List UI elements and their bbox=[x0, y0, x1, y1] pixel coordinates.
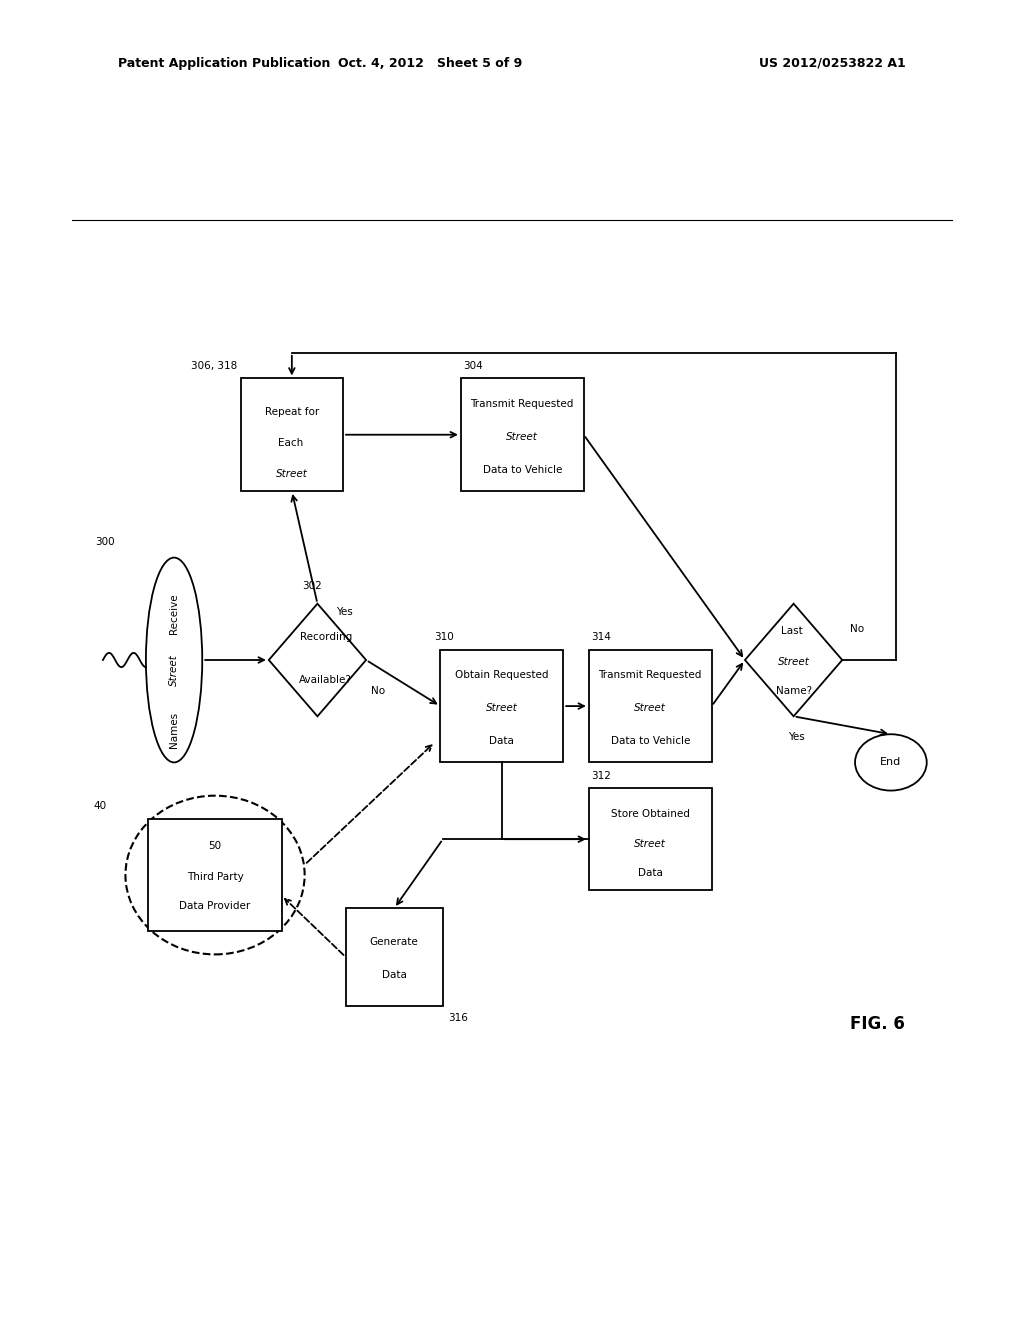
Text: 314: 314 bbox=[591, 632, 610, 643]
Text: Third Party: Third Party bbox=[186, 873, 244, 882]
Text: Data Provider: Data Provider bbox=[179, 900, 251, 911]
Polygon shape bbox=[268, 603, 367, 717]
FancyBboxPatch shape bbox=[589, 788, 712, 891]
Text: Data: Data bbox=[382, 970, 407, 981]
Text: Repeat for: Repeat for bbox=[265, 407, 318, 417]
Text: 300: 300 bbox=[94, 537, 115, 548]
Text: 316: 316 bbox=[449, 1012, 468, 1023]
Text: Available?: Available? bbox=[299, 676, 352, 685]
FancyBboxPatch shape bbox=[148, 818, 282, 932]
FancyBboxPatch shape bbox=[461, 379, 584, 491]
Text: Street: Street bbox=[169, 655, 179, 686]
Text: Yes: Yes bbox=[336, 607, 352, 616]
Text: Street: Street bbox=[485, 704, 518, 713]
Text: Receive: Receive bbox=[169, 594, 179, 634]
Ellipse shape bbox=[125, 796, 305, 954]
Text: Obtain Requested: Obtain Requested bbox=[455, 671, 549, 680]
Text: Street: Street bbox=[506, 432, 539, 442]
Text: Street: Street bbox=[777, 657, 810, 667]
Text: Yes: Yes bbox=[788, 731, 805, 742]
Text: Street: Street bbox=[634, 840, 667, 849]
Text: Data: Data bbox=[638, 869, 663, 878]
Text: FIG. 6: FIG. 6 bbox=[850, 1015, 905, 1032]
Text: End: End bbox=[881, 758, 901, 767]
Text: Street: Street bbox=[275, 469, 308, 479]
Text: No: No bbox=[371, 685, 385, 696]
Text: 40: 40 bbox=[94, 801, 106, 810]
FancyBboxPatch shape bbox=[346, 908, 442, 1006]
Text: US 2012/0253822 A1: US 2012/0253822 A1 bbox=[760, 57, 906, 70]
Text: 306, 318: 306, 318 bbox=[191, 362, 238, 371]
Text: 310: 310 bbox=[434, 632, 454, 643]
Text: 304: 304 bbox=[463, 362, 482, 371]
Text: 312: 312 bbox=[591, 771, 610, 780]
Text: Recording: Recording bbox=[299, 632, 352, 643]
FancyBboxPatch shape bbox=[440, 649, 563, 763]
Text: Data to Vehicle: Data to Vehicle bbox=[482, 465, 562, 474]
Polygon shape bbox=[745, 603, 842, 717]
Text: Street: Street bbox=[634, 704, 667, 713]
Ellipse shape bbox=[146, 557, 203, 763]
Text: Patent Application Publication: Patent Application Publication bbox=[118, 57, 330, 70]
Ellipse shape bbox=[855, 734, 927, 791]
Text: 302: 302 bbox=[302, 581, 323, 591]
Text: Generate: Generate bbox=[370, 937, 419, 946]
Text: Oct. 4, 2012   Sheet 5 of 9: Oct. 4, 2012 Sheet 5 of 9 bbox=[338, 57, 522, 70]
Text: Data: Data bbox=[489, 735, 514, 746]
Text: Last: Last bbox=[781, 626, 806, 636]
Text: Names: Names bbox=[169, 711, 179, 747]
Text: Each: Each bbox=[278, 438, 306, 447]
FancyBboxPatch shape bbox=[241, 379, 343, 491]
FancyBboxPatch shape bbox=[589, 649, 712, 763]
Text: Transmit Requested: Transmit Requested bbox=[599, 671, 701, 680]
Text: Transmit Requested: Transmit Requested bbox=[471, 399, 573, 409]
Text: Data to Vehicle: Data to Vehicle bbox=[610, 735, 690, 746]
Text: No: No bbox=[850, 624, 864, 635]
Text: 50: 50 bbox=[209, 841, 221, 851]
Text: Store Obtained: Store Obtained bbox=[610, 809, 690, 818]
Text: Name?: Name? bbox=[775, 685, 812, 696]
